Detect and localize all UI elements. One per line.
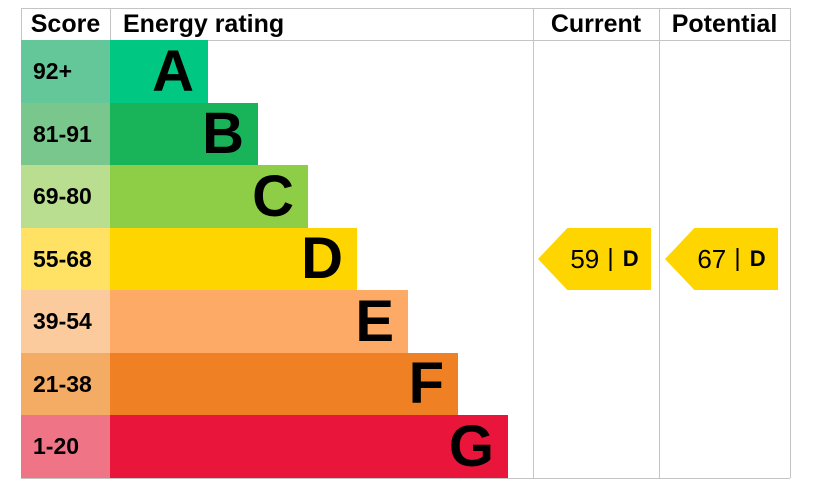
potential-rating-separator: | [734, 243, 741, 272]
band-row-f: 21-38 F [21, 353, 790, 415]
current-column-divider [533, 8, 534, 478]
band-bar-f: F [110, 353, 458, 415]
band-bar-a: A [110, 40, 208, 103]
band-bar-e: E [110, 290, 408, 353]
table-right-border [790, 8, 791, 478]
band-bar-g: G [110, 415, 508, 478]
table-top-border [21, 8, 790, 9]
score-range-g: 1-20 [21, 415, 110, 478]
table-bottom-border [21, 478, 790, 479]
current-rating-separator: | [607, 243, 614, 272]
band-row-a: 92+ A [21, 40, 790, 103]
score-range-f: 21-38 [21, 353, 110, 415]
header-energy-rating: Energy rating [123, 9, 285, 38]
header-score: Score [30, 9, 101, 38]
band-bar-b: B [110, 103, 258, 165]
band-row-c: 69-80 C [21, 165, 790, 228]
score-column-divider [110, 8, 111, 40]
band-bar-c: C [110, 165, 308, 228]
potential-rating-band: D [749, 246, 766, 271]
header-bottom-border [21, 40, 790, 41]
score-range-b: 81-91 [21, 103, 110, 165]
potential-column-divider [659, 8, 660, 478]
band-row-d: 55-68 D [21, 228, 790, 290]
score-range-c: 69-80 [21, 165, 110, 228]
band-row-e: 39-54 E [21, 290, 790, 353]
current-rating-value: 59 [570, 243, 600, 274]
current-rating-band: D [622, 246, 639, 271]
header-current: Current [550, 9, 642, 38]
score-range-d: 55-68 [21, 228, 110, 290]
score-range-e: 39-54 [21, 290, 110, 353]
potential-rating-value: 67 [697, 243, 727, 274]
band-row-b: 81-91 B [21, 103, 790, 165]
band-row-g: 1-20 G [21, 415, 790, 478]
header-potential: Potential [671, 9, 778, 38]
band-bar-d: D [110, 228, 357, 290]
score-range-a: 92+ [21, 40, 110, 103]
